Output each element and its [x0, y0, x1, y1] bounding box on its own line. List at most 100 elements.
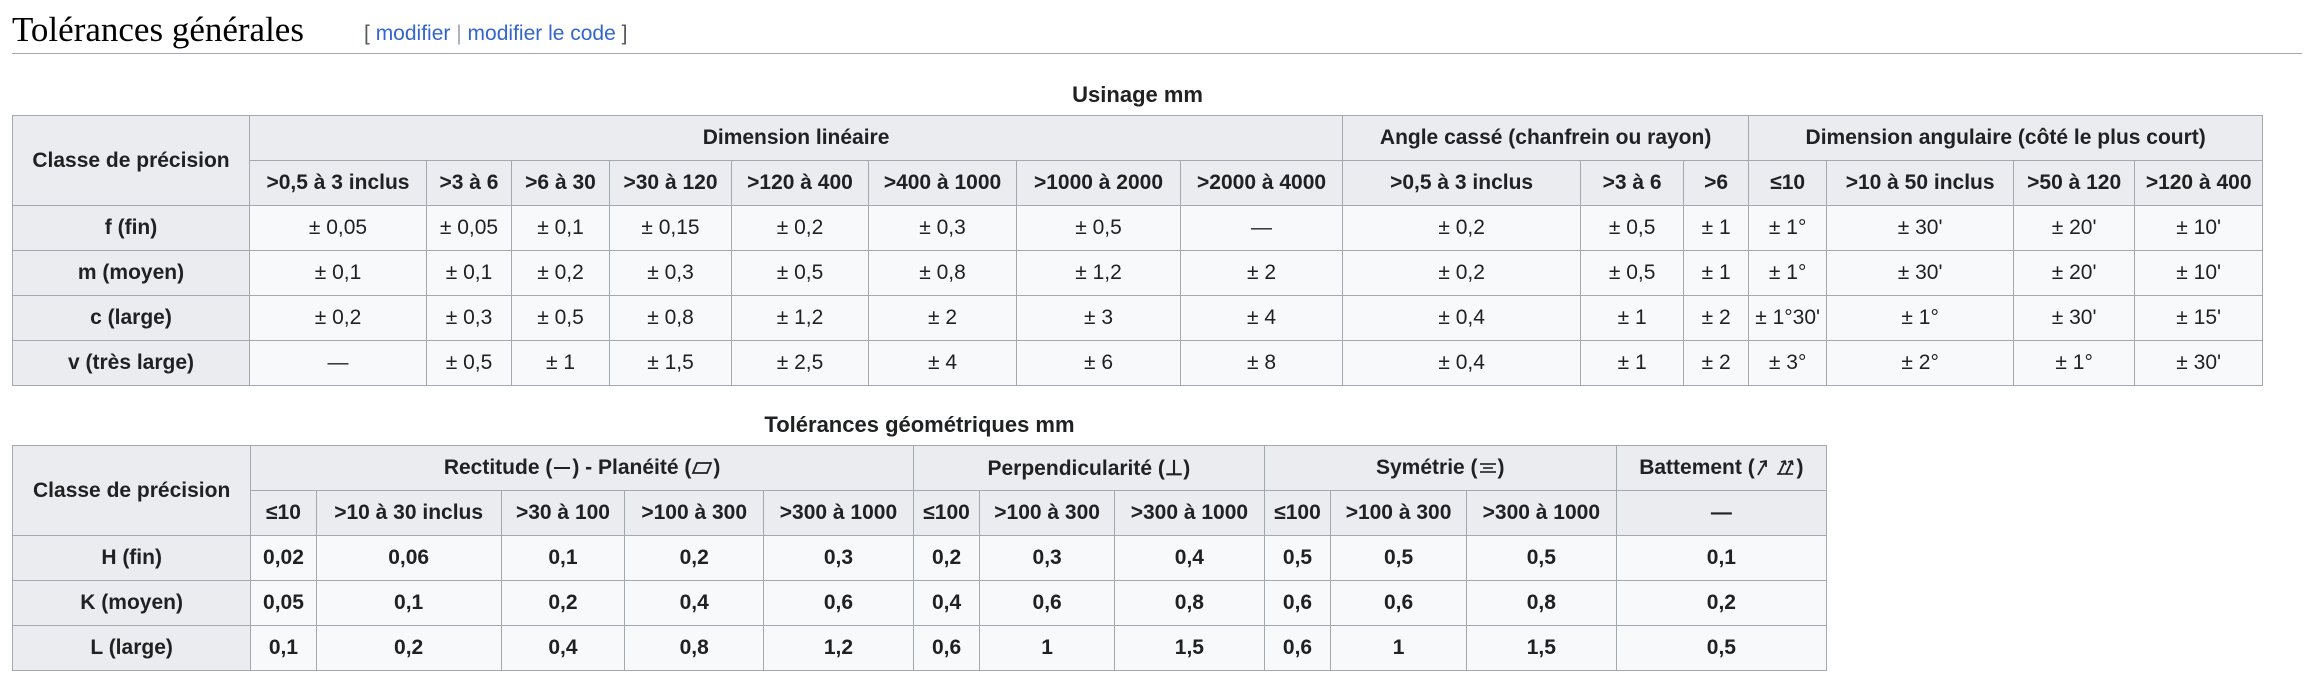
table-cell: ± 0,8 — [868, 250, 1017, 296]
column-header: >120 à 400 — [2134, 160, 2264, 206]
table-cell: ± 6 — [1016, 340, 1181, 386]
table-cell: ± 2 — [1179, 250, 1344, 296]
column-header: >6 à 30 — [511, 160, 610, 206]
geometrique-column-header-row: ≤10 >10 à 30 inclus >30 à 100 >100 à 300… — [13, 490, 1828, 536]
group-rectitude-planeite: Rectitude () - Planéité () — [250, 445, 914, 491]
table-cell: ± 0,05 — [426, 205, 512, 251]
table-cell: ± 0,5 — [731, 250, 869, 296]
table-cell: ± 0,5 — [1580, 250, 1685, 296]
table-cell: 0,6 — [1330, 580, 1467, 626]
column-header: >10 à 30 inclus — [315, 490, 502, 536]
table-cell: ± 0,3 — [868, 205, 1017, 251]
table-cell: ± 0,5 — [1016, 205, 1181, 251]
table-row: c (large) ± 0,2 ± 0,3 ± 0,5 ± 0,8 ± 1,2 ± 2 ± 3… — [12, 295, 2264, 341]
table-cell: ± 10' — [2134, 205, 2264, 251]
table-cell: ± 8 — [1179, 340, 1344, 386]
edit-links: [ modifier | modifier le code ] — [364, 22, 627, 46]
group-label: Symétrie ( — [1376, 456, 1478, 479]
column-header: >100 à 300 — [624, 490, 765, 536]
table-row: L (large) 0,1 0,2 0,4 0,8 1,2 0,6 1 1,5 0,6 1 1,5 0,… — [11, 625, 1828, 671]
table-cell: 0,6 — [763, 580, 914, 626]
column-header: >0,5 à 3 inclus — [249, 160, 427, 206]
table-cell: ± 1,5 — [609, 340, 732, 386]
table-row: H (fin) 0,02 0,06 0,1 0,2 0,3 0,2 0,3 0,4 0,5 0,5 0… — [11, 535, 1828, 581]
table-cell: 1 — [979, 625, 1115, 671]
table-cell: 0,4 — [1113, 535, 1265, 581]
table-cell: ± 0,5 — [511, 295, 610, 341]
group-label: Perpendicularité ( — [987, 456, 1165, 480]
column-header: >300 à 1000 — [763, 490, 914, 536]
table-cell: 0,5 — [1615, 625, 1828, 671]
table-cell: ± 20' — [2013, 250, 2136, 296]
usinage-class-header: Classe de précision — [12, 115, 250, 206]
column-header: >10 à 50 inclus — [1826, 160, 2015, 206]
table-cell: ± 0,2 — [511, 250, 610, 296]
table-cell: ± 0,3 — [609, 250, 732, 296]
table-cell: 1,5 — [1113, 625, 1265, 671]
table-cell: ± 1°30' — [1748, 295, 1828, 341]
table-cell: ± 1,2 — [1016, 250, 1181, 296]
table-cell: 0,6 — [1263, 580, 1332, 626]
usinage-table: Usinage mm Classe de précision Dimension… — [12, 75, 2264, 386]
table-cell: ± 30' — [1826, 250, 2015, 296]
table-cell: ± 0,2 — [1342, 250, 1582, 296]
column-header: >3 à 6 — [1580, 160, 1685, 206]
table-cell: ± 1 — [1683, 250, 1750, 296]
table-cell: ± 0,4 — [1342, 295, 1582, 341]
table-cell: ± 0,4 — [1342, 340, 1582, 386]
table-cell: 1 — [1330, 625, 1467, 671]
table-cell: ± 0,8 — [609, 295, 732, 341]
group-perpendicularite: Perpendicularité (⊥) — [912, 445, 1265, 491]
table-cell: 0,2 — [912, 535, 981, 581]
edit-code-link[interactable]: modifier le code — [467, 22, 616, 45]
table-cell: 0,3 — [763, 535, 914, 581]
table-row: K (moyen) 0,05 0,1 0,2 0,4 0,6 0,4 0,6 0,8 0,6 0,6… — [11, 580, 1828, 626]
column-header: >300 à 1000 — [1113, 490, 1265, 536]
table-cell: ± 2 — [868, 295, 1017, 341]
table-cell: 0,2 — [624, 535, 765, 581]
table-cell: 0,4 — [912, 580, 981, 626]
table-cell: ± 4 — [1179, 295, 1344, 341]
table-cell: ± 1,2 — [731, 295, 869, 341]
usinage-caption: Usinage mm — [1072, 82, 1203, 107]
column-header: >100 à 300 — [1330, 490, 1467, 536]
edit-separator: | — [456, 22, 462, 45]
table-cell: — — [249, 340, 427, 386]
table-cell: 0,05 — [250, 580, 317, 626]
geometrique-table: Tolérances géométriques mm Classe de pré… — [11, 405, 1828, 671]
table-cell: ± 0,2 — [1342, 205, 1582, 251]
column-header: ≤100 — [1263, 490, 1332, 536]
table-cell: ± 0,1 — [511, 205, 610, 251]
group-label: Battement ( — [1639, 456, 1755, 479]
total-runout-icon — [1776, 460, 1794, 475]
column-header: >6 — [1683, 160, 1750, 206]
table-cell: ± 0,5 — [1580, 205, 1685, 251]
group-label: Rectitude ( — [443, 456, 553, 479]
table-row: f (fin) ± 0,05 ± 0,05 ± 0,1 ± 0,15 ± 0,2 ± 0,3… — [12, 205, 2264, 251]
table-cell: 0,06 — [315, 535, 502, 581]
group-battement: Battement ( ) — [1615, 445, 1828, 491]
edit-link[interactable]: modifier — [375, 22, 451, 45]
straightness-icon — [554, 467, 571, 469]
table-cell: ± 1 — [1683, 205, 1750, 251]
row-class-header: L (large) — [11, 625, 252, 671]
column-header: >2000 à 4000 — [1179, 160, 1344, 206]
table-cell: ± 3° — [1748, 340, 1828, 386]
column-header: >120 à 400 — [731, 160, 869, 206]
usinage-group-angle-casse: Angle cassé (chanfrein ou rayon) — [1342, 115, 1750, 161]
usinage-column-header-row: >0,5 à 3 inclus >3 à 6 >6 à 30 >30 à 120… — [13, 160, 2264, 206]
table-cell: ± 2° — [1826, 340, 2015, 386]
table-cell: 0,4 — [624, 580, 765, 626]
row-class-header: m (moyen) — [12, 250, 250, 296]
table-cell: ± 2 — [1683, 295, 1750, 341]
group-label: ) — [713, 456, 721, 479]
section-heading: Tolérances générales [ modifier | modifi… — [12, 8, 2302, 54]
table-cell: ± 4 — [868, 340, 1017, 386]
edit-bracket-close: ] — [621, 22, 628, 45]
table-cell: 0,6 — [979, 580, 1115, 626]
column-header: >30 à 100 — [500, 490, 626, 536]
column-header: >0,5 à 3 inclus — [1342, 160, 1582, 206]
column-header: ≤100 — [912, 490, 981, 536]
table-cell: 0,6 — [1263, 625, 1332, 671]
